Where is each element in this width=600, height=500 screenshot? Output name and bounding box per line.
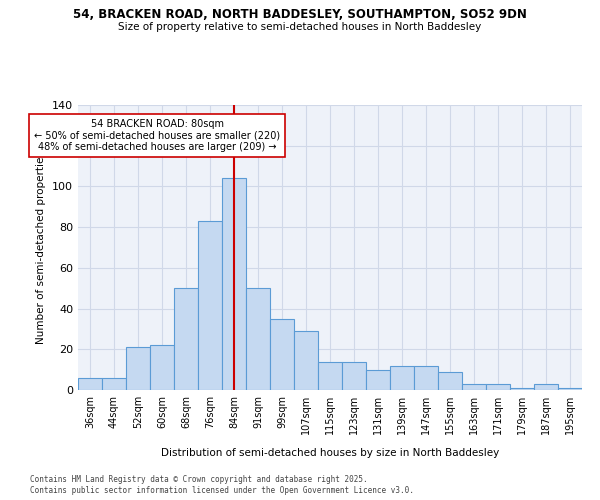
Bar: [534, 384, 558, 390]
Bar: [366, 370, 390, 390]
Bar: [270, 319, 294, 390]
Bar: [414, 366, 438, 390]
Bar: [342, 362, 366, 390]
Text: Size of property relative to semi-detached houses in North Baddesley: Size of property relative to semi-detach…: [118, 22, 482, 32]
Bar: [462, 384, 486, 390]
Bar: [558, 388, 582, 390]
Y-axis label: Number of semi-detached properties: Number of semi-detached properties: [37, 151, 46, 344]
Bar: [102, 378, 126, 390]
Bar: [126, 347, 150, 390]
Bar: [150, 345, 174, 390]
Bar: [174, 288, 198, 390]
Bar: [294, 331, 318, 390]
Text: 54 BRACKEN ROAD: 80sqm
← 50% of semi-detached houses are smaller (220)
48% of se: 54 BRACKEN ROAD: 80sqm ← 50% of semi-det…: [34, 120, 280, 152]
Text: Distribution of semi-detached houses by size in North Baddesley: Distribution of semi-detached houses by …: [161, 448, 499, 458]
Bar: [318, 362, 342, 390]
Text: 54, BRACKEN ROAD, NORTH BADDESLEY, SOUTHAMPTON, SO52 9DN: 54, BRACKEN ROAD, NORTH BADDESLEY, SOUTH…: [73, 8, 527, 20]
Bar: [510, 388, 534, 390]
Text: Contains HM Land Registry data © Crown copyright and database right 2025.: Contains HM Land Registry data © Crown c…: [30, 475, 368, 484]
Bar: [78, 378, 102, 390]
Bar: [198, 221, 222, 390]
Bar: [222, 178, 246, 390]
Bar: [246, 288, 270, 390]
Bar: [486, 384, 510, 390]
Text: Contains public sector information licensed under the Open Government Licence v3: Contains public sector information licen…: [30, 486, 414, 495]
Bar: [390, 366, 414, 390]
Bar: [438, 372, 462, 390]
